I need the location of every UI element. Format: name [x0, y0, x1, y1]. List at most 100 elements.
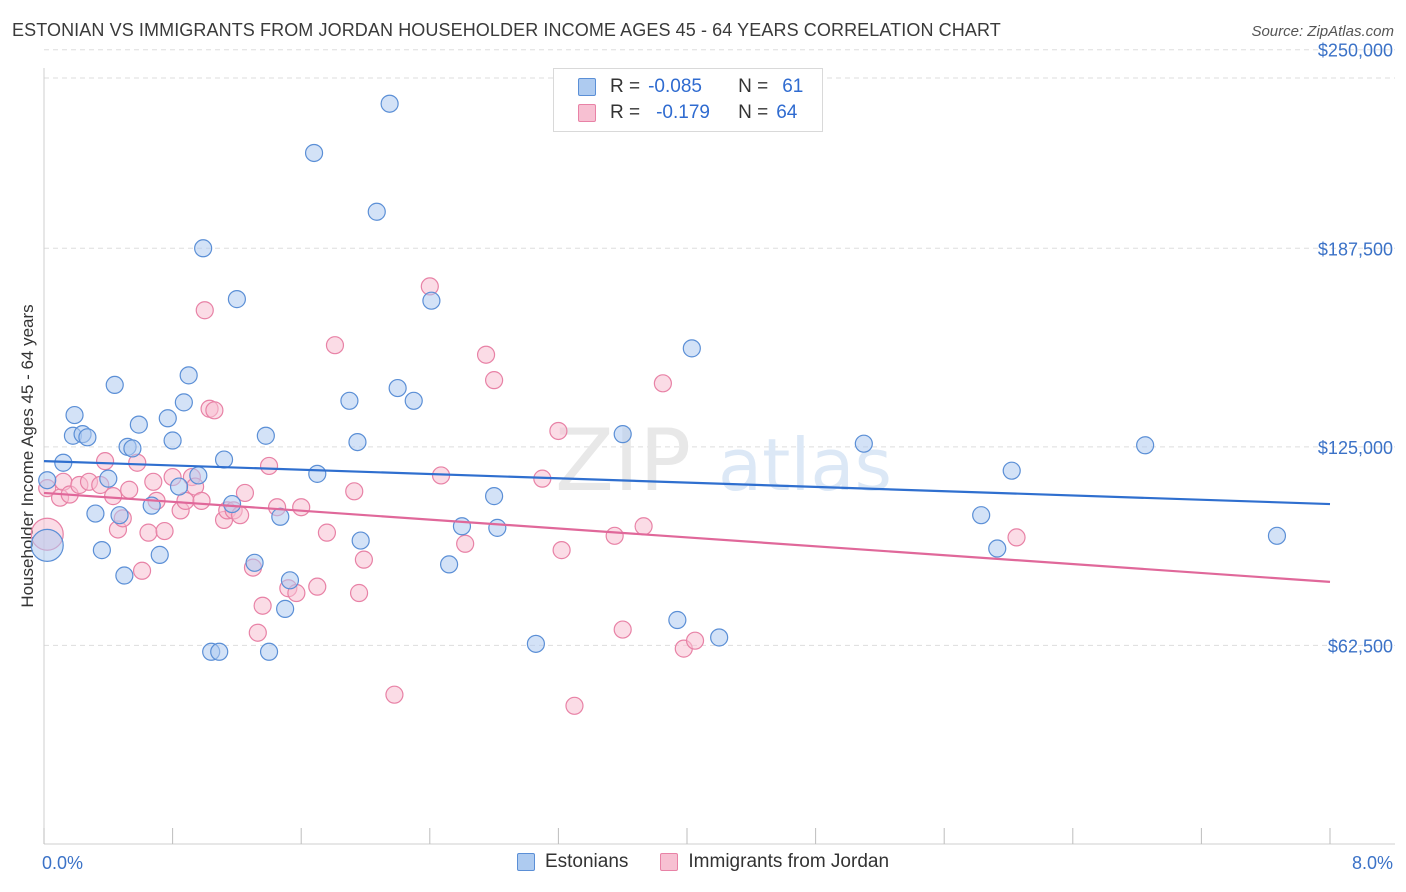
jordan-point	[259, 456, 279, 476]
estonian-point	[105, 375, 124, 395]
n-value-jordan: 64	[776, 102, 798, 123]
estonian-point	[280, 571, 300, 590]
jordan-swatch	[578, 104, 596, 122]
estonian-point	[526, 634, 545, 653]
tick-labels: $62,500 $125,000 $187,500 $250,000 0.0% 8.0%	[42, 41, 1393, 873]
jordan-point	[456, 534, 475, 553]
estonian-point	[123, 439, 142, 458]
estonian-point	[163, 431, 182, 450]
trend-lines	[43, 460, 1331, 583]
estonian-point	[194, 239, 213, 258]
n-value-estonians: 61	[782, 76, 804, 97]
r-label: R =	[610, 76, 641, 97]
jordan-point	[155, 521, 174, 541]
legend-row-jordan: R = -0.179 N = 64	[554, 100, 797, 126]
correlation-legend: R = -0.085 N = 61 R = -0.179 N = 64	[553, 68, 823, 132]
estonian-point	[988, 539, 1007, 558]
legend-label-estonians: Estonians	[544, 851, 629, 872]
estonian-point	[422, 291, 441, 310]
estonian-point	[404, 391, 423, 410]
jordan-point	[552, 541, 571, 560]
n-label: N =	[738, 102, 769, 123]
estonian-point	[259, 642, 279, 661]
legend-row-estonians: R = -0.085 N = 61	[554, 74, 803, 100]
estonian-point	[92, 541, 111, 560]
trend-line-jordan	[43, 491, 1331, 583]
jordan-point	[120, 480, 139, 499]
estonians-swatch	[578, 78, 596, 96]
estonian-point	[78, 428, 97, 447]
r-value-jordan: -0.179	[656, 102, 710, 123]
jordan-point	[685, 631, 705, 650]
estonian-point	[380, 94, 399, 113]
estonian-point	[1002, 461, 1021, 480]
jordan-point	[349, 583, 369, 603]
jordan-point	[95, 452, 115, 471]
estonian-point	[710, 628, 729, 647]
y-tick-label: $125,000	[1318, 438, 1393, 458]
jordan-point	[139, 523, 158, 542]
estonian-point	[276, 599, 295, 618]
jordan-point	[144, 472, 163, 491]
jordan-point	[104, 487, 123, 506]
jordan-point	[195, 301, 214, 320]
estonian-point	[348, 432, 367, 452]
jordan-point	[132, 561, 152, 580]
estonian-point	[388, 378, 407, 398]
jordan-point	[565, 696, 584, 715]
estonian-point	[308, 464, 327, 483]
jordan-point	[485, 371, 504, 390]
r-label: R =	[610, 102, 641, 123]
jordan-point	[308, 577, 327, 596]
chart-title: ESTONIAN VS IMMIGRANTS FROM JORDAN HOUSE…	[12, 20, 1001, 40]
estonian-point	[439, 555, 459, 574]
estonian-point	[245, 553, 264, 572]
estonian-point	[174, 393, 193, 412]
source-credit: Source: ZipAtlas.com	[1251, 23, 1394, 40]
jordan-point	[634, 517, 653, 536]
jordan-point	[253, 596, 272, 615]
estonian-point	[99, 469, 118, 488]
jordan-point	[345, 482, 364, 501]
estonian-point	[115, 566, 134, 585]
estonian-point	[485, 487, 504, 506]
estonian-point	[110, 506, 129, 525]
n-label: N =	[738, 76, 769, 97]
estonian-point	[38, 471, 57, 490]
estonians-swatch	[516, 853, 535, 871]
jordan-point	[653, 374, 672, 393]
estonian-point	[271, 507, 290, 526]
jordan-point	[605, 526, 624, 545]
estonian-point	[158, 409, 177, 428]
estonian-point	[668, 610, 687, 630]
estonian-point	[1267, 526, 1287, 545]
estonian-point	[227, 290, 246, 309]
axes	[43, 68, 1395, 845]
jordan-swatch	[660, 853, 679, 871]
estonian-point	[972, 506, 991, 525]
jordan-point	[385, 685, 404, 704]
estonian-point	[189, 466, 208, 485]
estonian-point	[210, 642, 229, 661]
gridlines	[44, 49, 1395, 646]
jordan-point	[354, 550, 373, 569]
estonian-point	[613, 425, 632, 444]
jordan-point	[317, 523, 337, 542]
y-tick-label: $250,000	[1318, 41, 1393, 61]
jordan-point	[248, 623, 267, 642]
estonian-point	[351, 531, 370, 550]
trend-line-estonians	[43, 460, 1331, 506]
estonian-point	[150, 545, 169, 564]
jordan-point	[613, 620, 632, 639]
estonian-point	[222, 494, 242, 514]
jordan-point	[292, 498, 311, 517]
x-tick-label: 8.0%	[1352, 853, 1393, 873]
jordan-point	[325, 336, 345, 355]
y-tick-label: $187,500	[1318, 239, 1393, 259]
jordan-point	[549, 421, 568, 441]
estonian-point	[214, 450, 234, 469]
estonian-point	[340, 391, 359, 410]
series-estonians-points	[30, 94, 1287, 661]
jordan-point	[235, 483, 255, 503]
